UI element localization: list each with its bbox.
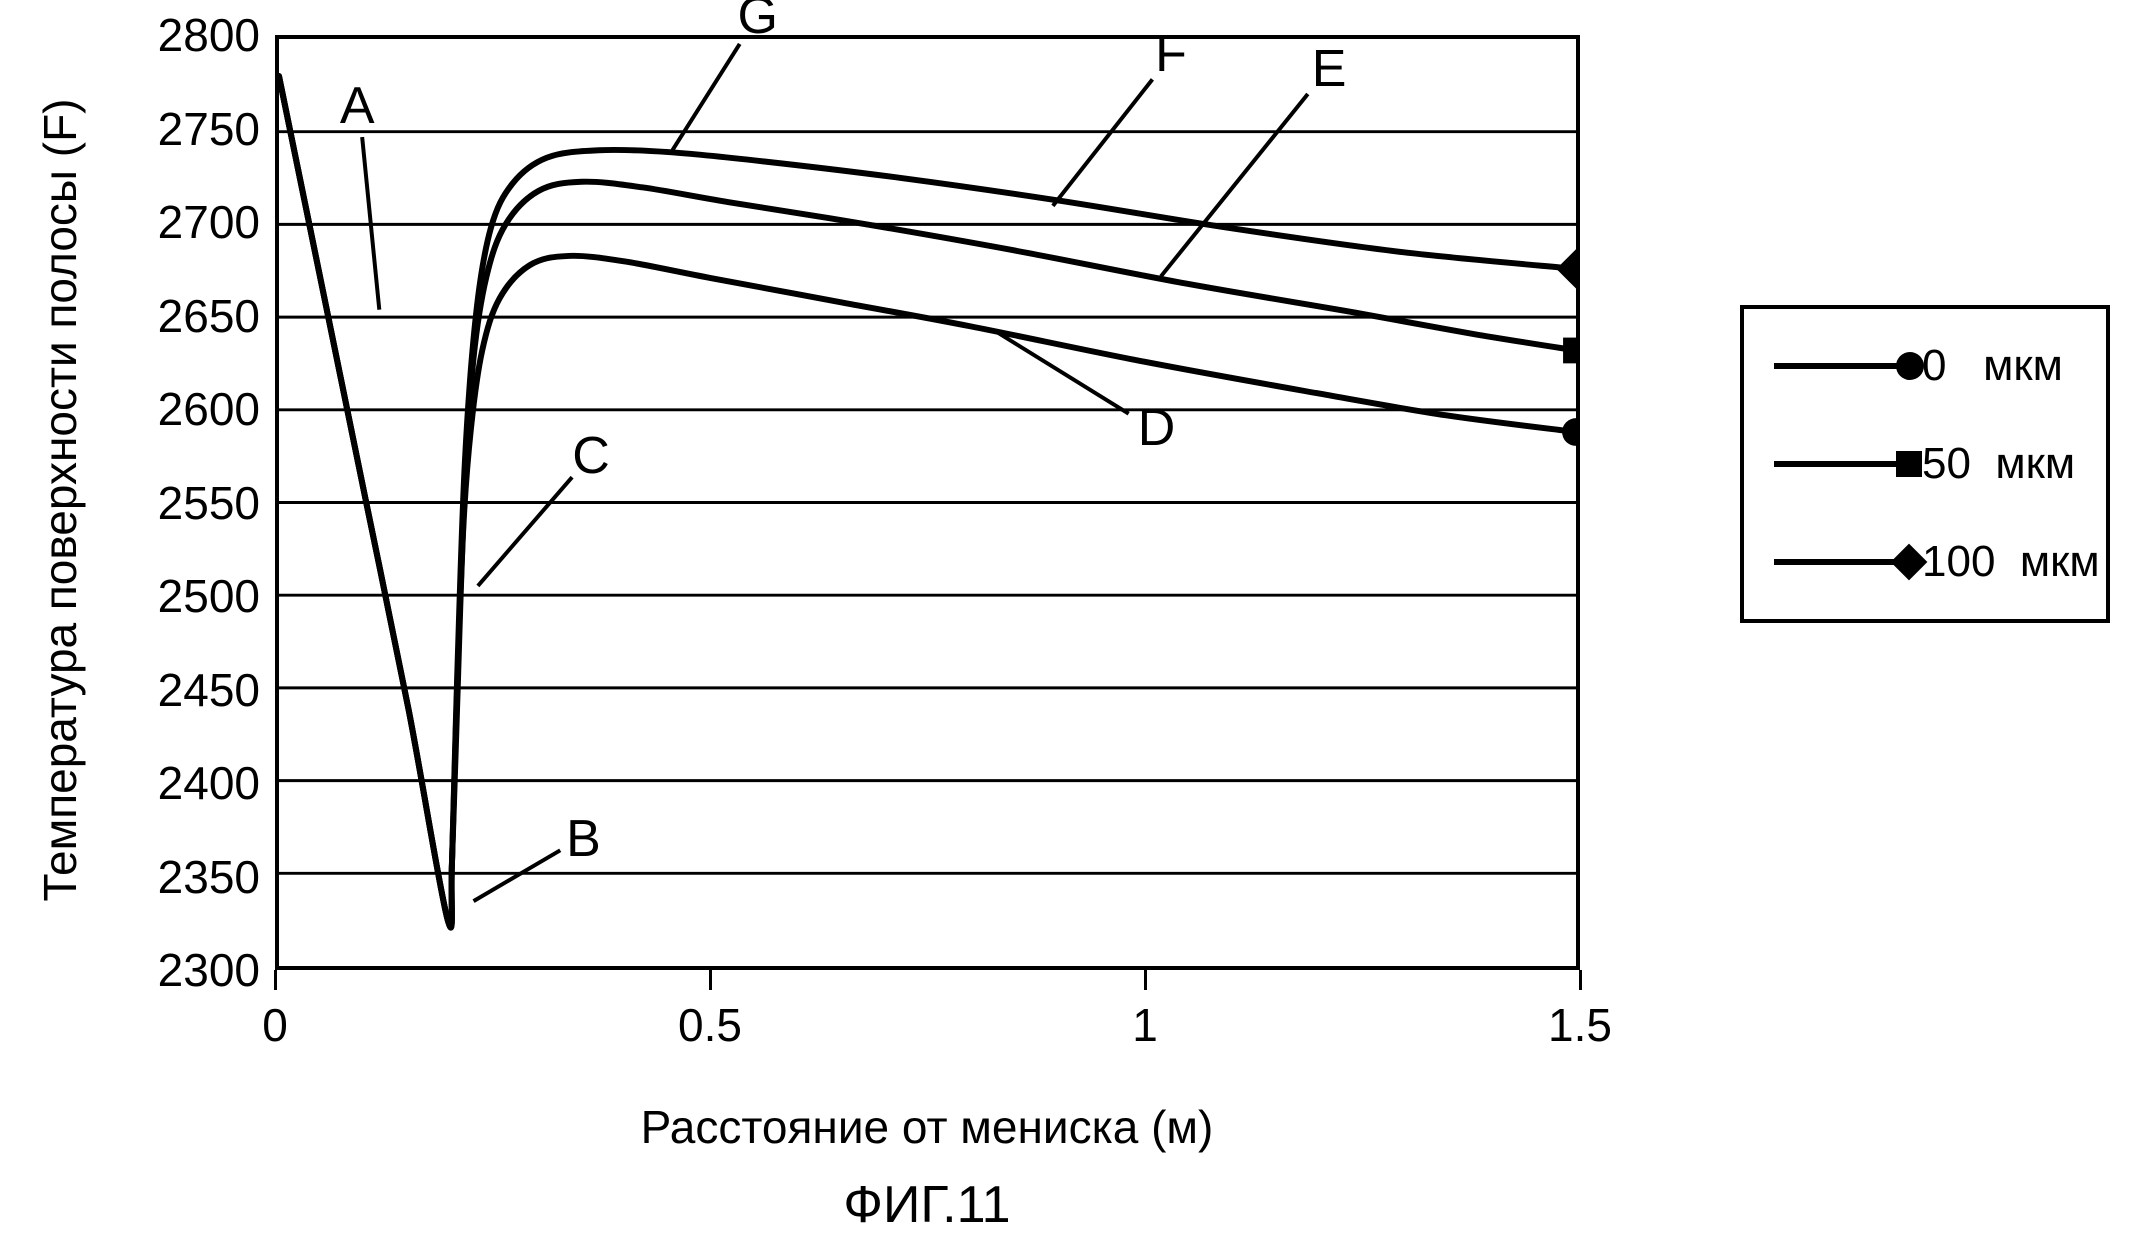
y-tick-label: 2700 — [130, 195, 260, 249]
legend-line-icon — [1774, 461, 1902, 467]
legend-item-label: 100 мкм — [1922, 537, 2100, 587]
x-axis-label: Расстояние от мениска (м) — [641, 1100, 1214, 1154]
figure-wrap: Температура поверхности полосы (F) Расст… — [0, 0, 2151, 1243]
annotation-label: E — [1312, 39, 1347, 99]
square-marker-icon — [1896, 451, 1922, 477]
annotation-label: C — [572, 426, 610, 486]
y-tick-label: 2550 — [130, 476, 260, 530]
annotation-label: B — [566, 809, 601, 869]
legend-row: 100 мкм — [1774, 537, 2076, 587]
legend-value: 50 — [1922, 439, 1971, 488]
legend-line-icon — [1774, 559, 1902, 565]
y-tick-label: 2750 — [130, 102, 260, 156]
annotation-leader — [1161, 94, 1308, 276]
series-end-marker-icon — [1562, 418, 1576, 446]
plot-svg — [279, 39, 1576, 966]
annotation-leader — [478, 477, 572, 586]
x-tick-label: 1 — [1132, 998, 1158, 1052]
x-tick-mark — [274, 970, 277, 990]
legend-row: 50 мкм — [1774, 439, 2076, 489]
annotation-leader — [474, 850, 561, 901]
legend-item-label: 50 мкм — [1922, 439, 2075, 489]
y-tick-label: 2650 — [130, 289, 260, 343]
figure-caption: ФИГ.11 — [843, 1175, 1010, 1235]
series-end-marker-icon — [1556, 249, 1576, 288]
annotation-label: G — [738, 0, 778, 46]
circle-marker-icon — [1896, 352, 1924, 380]
plot-area — [275, 35, 1580, 970]
y-tick-label: 2350 — [130, 850, 260, 904]
annotation-label: F — [1155, 24, 1187, 84]
legend-item-label: 0 мкм — [1922, 341, 2063, 391]
annotation-leader — [1053, 79, 1153, 205]
x-tick-label: 1.5 — [1548, 998, 1612, 1052]
legend-value: 0 — [1922, 341, 1946, 390]
y-tick-label: 2600 — [130, 382, 260, 436]
legend-unit: мкм — [1983, 341, 2063, 390]
annotation-label: A — [340, 76, 375, 136]
x-tick-mark — [1579, 970, 1582, 990]
y-tick-label: 2500 — [130, 569, 260, 623]
x-tick-label: 0 — [262, 998, 288, 1052]
y-tick-label: 2800 — [130, 8, 260, 62]
annotation-leader — [672, 44, 739, 150]
x-tick-label: 0.5 — [678, 998, 742, 1052]
legend-value: 100 — [1922, 537, 1995, 586]
legend: 0 мкм 50 мкм 100 мкм — [1740, 305, 2110, 623]
legend-unit: мкм — [2020, 537, 2100, 586]
x-tick-mark — [1144, 970, 1147, 990]
legend-unit: мкм — [1995, 439, 2075, 488]
y-tick-label: 2450 — [130, 663, 260, 717]
series-end-marker-icon — [1563, 338, 1576, 364]
x-tick-mark — [709, 970, 712, 990]
y-tick-label: 2300 — [130, 943, 260, 997]
legend-row: 0 мкм — [1774, 341, 2076, 391]
legend-line-icon — [1774, 363, 1902, 369]
y-tick-label: 2400 — [130, 756, 260, 810]
annotation-label: D — [1138, 398, 1176, 458]
y-axis-label: Температура поверхности полосы (F) — [33, 99, 87, 902]
